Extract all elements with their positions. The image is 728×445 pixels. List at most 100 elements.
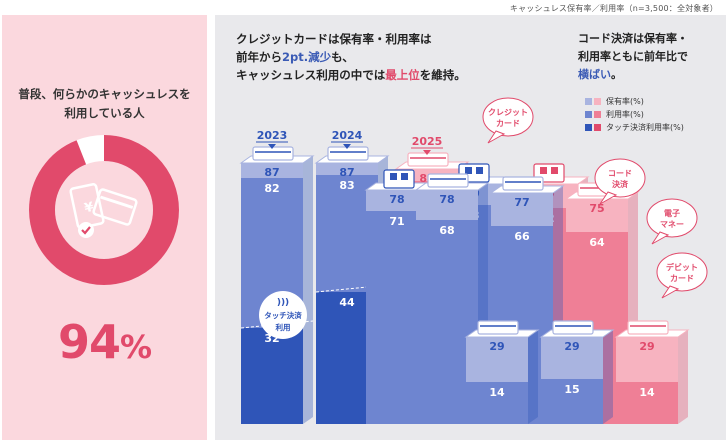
qr-code-icon [551,167,558,174]
summary-heading-line2: 利用している人 [64,106,145,120]
legend-label-touch: タッチ決済利用率 [606,123,670,132]
year-arrow [343,144,351,149]
card-icon [407,152,449,167]
phone-card-icon: ¥ [69,183,138,238]
value-label-usage: 71 [389,215,404,228]
category-label-3: デビット [666,262,698,272]
value-label-holding: 29 [489,340,504,353]
year-label: 2023 [257,129,288,142]
touch-payment-badge [259,291,307,339]
bar-side-face [678,330,688,424]
touch-badge-line1: タッチ決済 [264,310,302,320]
category-bubble-tail [661,285,680,299]
bar-segment-holding [241,163,303,178]
value-label-usage: 64 [589,236,605,249]
legend-unit-usage: (%) [630,110,644,119]
legend-swatch-blue [585,124,592,131]
value-label-usage: 83 [339,179,354,192]
headline-text-a: は保有率・利用率は [328,32,432,46]
bar-segment-holding [491,193,553,226]
category-bubble-0 [482,97,534,137]
category-label-2: 電子 [664,208,680,218]
qr-code-icon [401,173,408,180]
legend-swatch-blue [585,111,592,118]
value-label-usage: 68 [439,224,454,237]
code-headline-end: 。 [611,68,622,81]
card-icon [552,320,594,335]
category-label-0: カード [496,119,520,128]
qr-code-icon [465,167,472,174]
usage-percent-value: 94 [57,315,121,369]
value-label-holding: 29 [564,340,579,353]
value-label-usage: 14 [489,386,505,399]
category-bubble-3 [656,252,708,292]
category-label-0: クレジット [488,107,528,117]
category-bubble-tail [487,130,506,144]
headline-text-c: も、 [331,50,354,64]
bar-segment-holding [416,190,478,220]
headline-top-rank: 最上位 [385,68,420,82]
card-icon [477,320,519,335]
category-bubble-tail [599,191,618,205]
category-label-2: マネー [660,219,684,229]
svg-text:¥: ¥ [83,200,95,217]
bar-3-2: 29 14 [614,320,690,424]
year-arrow [423,150,431,155]
cashless-usage-donut: ¥ [29,135,179,285]
bar-segment-touch [241,328,303,424]
code-headline-line2: 利用率ともに前年比で [578,50,688,63]
bar-segment-holding [616,337,678,382]
value-label-holding: 77 [514,196,529,209]
value-label-holding: 75 [589,202,604,215]
headline-credit-card: クレジットカード [236,32,328,46]
value-label-touch: 44 [339,296,355,309]
qr-code-icon [476,167,483,174]
legend-label-usage: 利用率 [606,110,630,119]
bar-segment-holding [316,163,378,175]
usage-percent-unit: % [119,328,152,366]
category-bubble-1 [594,158,646,198]
bar-3-1: 29 15 [539,320,615,424]
category-bubble-2 [646,198,698,238]
bar-segment-holding [566,199,628,232]
code-headline-line1: コード決済は保有率・ [578,32,688,45]
credit-headline: クレジットカードは保有率・利用率は 前年から2pt.減少も、 キャッシュレス利用… [236,30,466,84]
year-arrow [268,144,276,149]
summary-heading-line1: 普段、何らかのキャッシュレスを [18,87,191,101]
e-money-card-icon [502,176,544,191]
usage-percent: 94% [2,315,207,369]
value-label-holding: 29 [639,340,654,353]
summary-panel: 普段、何らかのキャッシュレスを 利用している人 ¥ 94% [2,15,207,440]
donut-fill-arc [29,135,179,285]
legend-unit-holding: (%) [630,97,644,106]
bar-side-face [528,330,538,424]
card-icon [627,320,669,335]
bar-3-0: 29 14 [464,320,540,424]
value-label-usage: 15 [564,383,579,396]
bar-segment-usage [466,382,528,424]
legend-label-holding: 保有率 [606,97,630,106]
headline-text-e: を維持。 [419,68,466,82]
year-label: 2024 [332,129,363,142]
value-label-holding: 78 [439,193,454,206]
bar-side-face [603,330,613,424]
headline-decrease: 2pt.減少 [282,50,332,64]
qr-code-icon [383,169,415,189]
legend-item-holding: 保有率 (%) [585,95,684,108]
bar-segment-holding [466,337,528,382]
value-label-usage: 82 [264,182,279,195]
qr-code-icon [390,173,397,180]
legend-swatch-blue [585,98,592,105]
summary-heading: 普段、何らかのキャッシュレスを 利用している人 [2,85,207,123]
category-label-3: カード [670,274,694,283]
contactless-icon: ))) [277,298,289,308]
legend-swatch-pink [594,124,601,131]
card-icon [252,146,294,161]
bar-segment-holding [541,337,603,379]
legend-item-touch: タッチ決済利用率 (%) [585,121,684,134]
bar-side-face [303,156,313,424]
bar-segment-usage [541,379,603,424]
year-label: 2025 [412,135,443,148]
